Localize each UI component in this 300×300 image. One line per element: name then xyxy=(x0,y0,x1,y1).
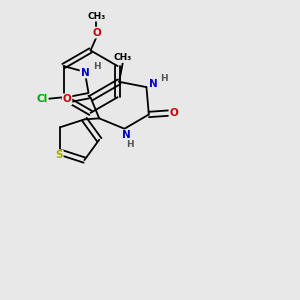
Text: N: N xyxy=(122,130,130,140)
Text: O: O xyxy=(169,108,178,118)
Text: H: H xyxy=(94,61,101,70)
Text: CH₃: CH₃ xyxy=(114,53,132,62)
Text: S: S xyxy=(55,150,63,160)
Text: N: N xyxy=(81,68,89,78)
Text: CH₃: CH₃ xyxy=(87,12,106,21)
Text: O: O xyxy=(63,94,71,104)
Text: H: H xyxy=(160,74,168,83)
Text: Cl: Cl xyxy=(37,94,48,104)
Text: N: N xyxy=(148,79,158,89)
Text: O: O xyxy=(92,28,101,38)
Text: H: H xyxy=(126,140,134,149)
